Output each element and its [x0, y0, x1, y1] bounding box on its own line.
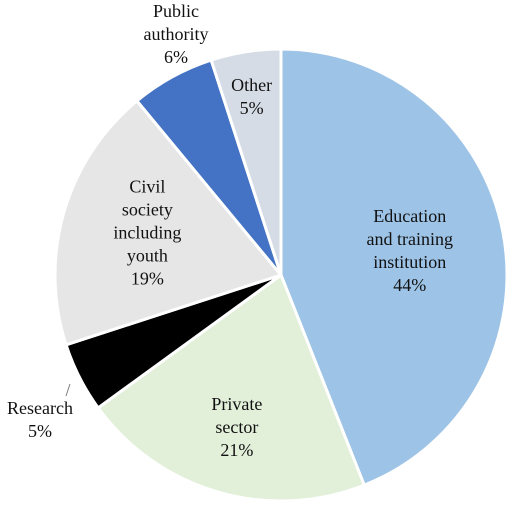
slice-label-public-authority: Public authority 6%: [144, 1, 209, 67]
slice-label-line: Research: [7, 398, 73, 418]
slice-label-line: society: [122, 200, 173, 220]
slice-percent: 6%: [164, 47, 188, 67]
slice-label-line: Private: [211, 394, 262, 414]
slice-label-research: Research 5%: [7, 398, 73, 441]
slice-label-line: Civil: [129, 177, 165, 197]
slice-label-civil-society-including-youth: Civil society including youth 19%: [113, 177, 181, 289]
pie-slices: [53, 47, 509, 503]
slice-label-private-sector: Private sector 21%: [211, 394, 262, 460]
pie-slice-other: [209, 47, 283, 277]
pie-slice-education-and-training-institution: [279, 47, 509, 487]
slice-label-line: institution: [373, 252, 446, 272]
slice-percent: 21%: [220, 440, 253, 460]
slice-labels: Education and training institution 44% Priva…: [7, 1, 453, 460]
slice-label-other: Other 5%: [231, 75, 272, 118]
slice-label-line: Public: [153, 1, 199, 21]
slice-label-line: including: [113, 223, 181, 243]
slice-percent: 44%: [393, 275, 426, 295]
slice-label-line: Education: [373, 206, 446, 226]
leader-line-research: [65, 383, 71, 397]
pie-slice-civil-society-including-youth: [53, 99, 283, 347]
slice-label-line: authority: [144, 24, 209, 44]
slice-label-line: sector: [215, 417, 258, 437]
leader-lines: [65, 383, 71, 397]
slice-percent: 19%: [131, 269, 164, 289]
pie-slice-private-sector: [96, 273, 366, 503]
slice-percent: 5%: [240, 98, 264, 118]
slice-percent: 5%: [28, 421, 52, 441]
slice-label-education-and-training-institution: Education and training institution 44%: [367, 206, 453, 295]
slice-label-line: youth: [127, 246, 168, 266]
slice-label-line: and training: [367, 229, 453, 249]
slice-label-line: Other: [231, 75, 272, 95]
